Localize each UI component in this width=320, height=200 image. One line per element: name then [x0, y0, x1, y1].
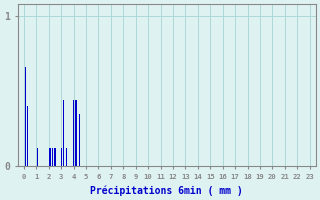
Bar — [27, 106, 28, 166]
Bar — [54, 148, 56, 166]
Bar — [52, 148, 53, 166]
Bar — [60, 148, 62, 166]
Bar — [37, 148, 38, 166]
Bar — [73, 100, 74, 166]
Bar — [49, 148, 51, 166]
Bar — [25, 67, 26, 166]
Bar — [63, 100, 64, 166]
Bar — [76, 100, 77, 166]
Bar — [79, 114, 80, 166]
Bar — [66, 148, 67, 166]
X-axis label: Précipitations 6min ( mm ): Précipitations 6min ( mm ) — [90, 185, 243, 196]
